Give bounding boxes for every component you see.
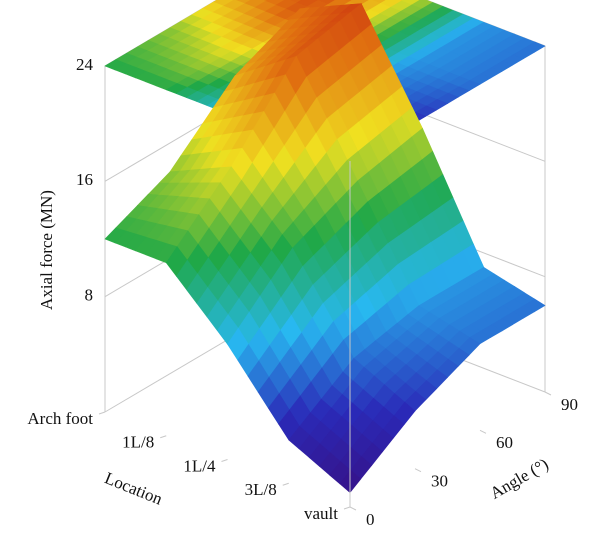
tick-mark <box>160 435 167 439</box>
z-tick-label: 24 <box>76 55 94 74</box>
tick-mark <box>282 482 289 486</box>
y-tick-label: 60 <box>496 433 513 452</box>
tick-mark <box>349 506 357 511</box>
x-axis-label: Location <box>102 468 166 508</box>
y-tick-label: 30 <box>431 472 448 491</box>
x-tick-label: 3L/8 <box>245 480 277 499</box>
x-tick-label: 1L/8 <box>122 433 154 452</box>
x-tick-label: Arch foot <box>27 409 93 428</box>
y-tick-label: 0 <box>366 510 375 529</box>
y-tick-label: 90 <box>561 395 578 414</box>
tick-mark <box>98 411 106 415</box>
z-tick-label: 8 <box>85 286 94 305</box>
z-tick-label: 16 <box>76 170 93 189</box>
tick-mark <box>221 459 228 462</box>
tick-mark <box>343 506 351 510</box>
tick-mark <box>479 429 487 434</box>
tick-mark <box>544 391 552 396</box>
x-tick-label: vault <box>304 504 338 523</box>
z-axis-label: Axial force (MN) <box>37 190 56 310</box>
y-axis-label: Angle (°) <box>487 454 552 502</box>
x-tick-label: 1L/4 <box>183 456 216 475</box>
tick-mark <box>414 468 422 473</box>
